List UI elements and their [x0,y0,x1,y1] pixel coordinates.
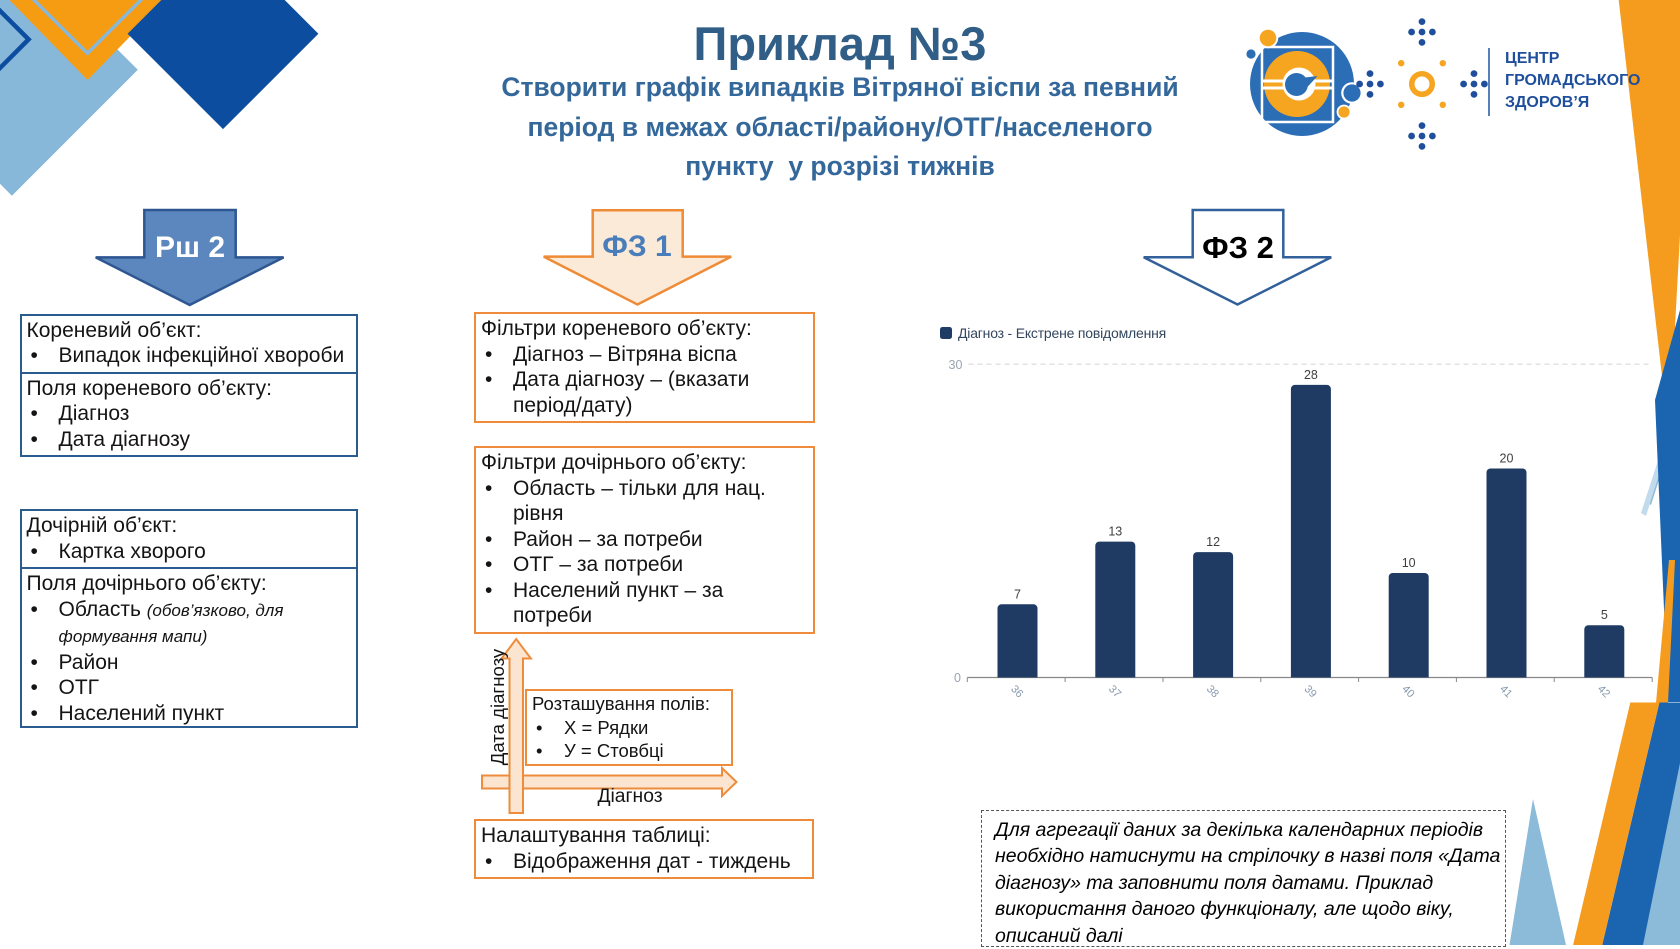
svg-text:39: 39 [1302,683,1319,700]
svg-text:38: 38 [1204,683,1221,700]
svg-text:40: 40 [1399,683,1416,700]
svg-text:0: 0 [954,671,961,685]
svg-text:10: 10 [1402,556,1416,570]
svg-text:12: 12 [1206,535,1220,549]
svg-text:37: 37 [1106,683,1123,700]
svg-text:7: 7 [1014,587,1021,601]
svg-text:28: 28 [1304,368,1318,382]
svg-text:20: 20 [1500,452,1514,466]
svg-text:5: 5 [1601,608,1608,622]
svg-text:41: 41 [1497,683,1514,700]
svg-text:36: 36 [1008,683,1025,700]
svg-text:13: 13 [1108,525,1122,539]
svg-text:30: 30 [949,358,963,372]
svg-text:42: 42 [1595,683,1612,700]
